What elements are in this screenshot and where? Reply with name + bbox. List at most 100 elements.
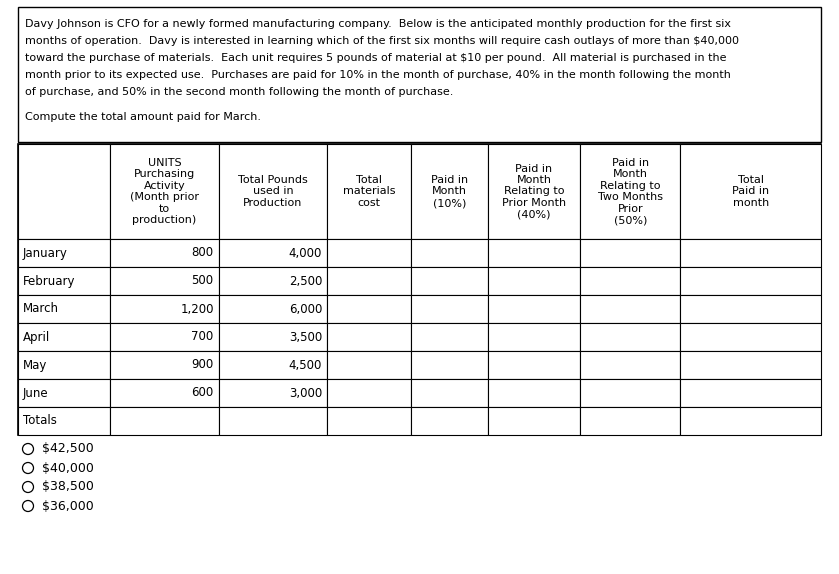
Text: Month: Month xyxy=(517,175,551,185)
Bar xyxy=(18,379,111,407)
Bar xyxy=(327,407,411,435)
Text: cost: cost xyxy=(357,198,381,208)
Text: production): production) xyxy=(133,215,196,225)
Bar xyxy=(487,144,580,239)
Text: (10%): (10%) xyxy=(433,198,466,208)
Circle shape xyxy=(23,444,34,455)
Bar xyxy=(111,295,219,323)
Bar xyxy=(580,239,680,267)
Text: 3,000: 3,000 xyxy=(289,386,322,400)
Bar xyxy=(411,323,487,351)
Bar xyxy=(680,267,821,295)
Text: to: to xyxy=(159,204,170,214)
Bar xyxy=(18,7,821,142)
Bar xyxy=(487,407,580,435)
Text: toward the purchase of materials.  Each unit requires 5 pounds of material at $1: toward the purchase of materials. Each u… xyxy=(25,53,727,63)
Bar xyxy=(487,379,580,407)
Text: materials: materials xyxy=(343,187,395,196)
Bar xyxy=(487,295,580,323)
Bar xyxy=(327,144,411,239)
Bar xyxy=(411,351,487,379)
Bar xyxy=(580,379,680,407)
Text: Totals: Totals xyxy=(23,414,57,428)
Text: of purchase, and 50% in the second month following the month of purchase.: of purchase, and 50% in the second month… xyxy=(25,87,453,97)
Text: Purchasing: Purchasing xyxy=(134,169,195,179)
Text: Relating to: Relating to xyxy=(600,181,660,191)
Bar xyxy=(411,144,487,239)
Bar xyxy=(580,323,680,351)
Bar xyxy=(580,407,680,435)
Text: 1,200: 1,200 xyxy=(180,302,214,316)
Bar xyxy=(411,267,487,295)
Bar xyxy=(18,144,111,239)
Text: $38,500: $38,500 xyxy=(42,480,94,494)
Bar xyxy=(327,239,411,267)
Text: 4,500: 4,500 xyxy=(289,359,322,371)
Text: Davy Johnson is CFO for a newly formed manufacturing company.  Below is the anti: Davy Johnson is CFO for a newly formed m… xyxy=(25,19,731,29)
Bar xyxy=(680,144,821,239)
Bar xyxy=(219,407,327,435)
Text: 900: 900 xyxy=(191,359,214,371)
Text: UNITS: UNITS xyxy=(148,158,181,168)
Bar xyxy=(111,239,219,267)
Bar xyxy=(680,323,821,351)
Text: 700: 700 xyxy=(191,331,214,343)
Bar xyxy=(18,351,111,379)
Bar xyxy=(219,144,327,239)
Text: used in: used in xyxy=(253,187,294,196)
Text: Paid in: Paid in xyxy=(515,164,553,173)
Bar xyxy=(219,379,327,407)
Text: $36,000: $36,000 xyxy=(42,499,94,513)
Bar xyxy=(580,295,680,323)
Text: Total: Total xyxy=(357,175,383,185)
Bar xyxy=(680,351,821,379)
Text: Month: Month xyxy=(432,187,467,196)
Bar xyxy=(219,239,327,267)
Bar xyxy=(680,379,821,407)
Bar xyxy=(219,267,327,295)
Bar xyxy=(487,323,580,351)
Bar xyxy=(18,144,821,435)
Bar xyxy=(487,239,580,267)
Text: month: month xyxy=(732,198,769,208)
Text: Two Months: Two Months xyxy=(597,192,663,202)
Text: January: January xyxy=(23,246,68,259)
Text: 500: 500 xyxy=(191,274,214,288)
Bar xyxy=(111,379,219,407)
Circle shape xyxy=(23,463,34,474)
Bar xyxy=(18,267,111,295)
Bar xyxy=(219,351,327,379)
Bar xyxy=(111,323,219,351)
Text: June: June xyxy=(23,386,49,400)
Text: March: March xyxy=(23,302,59,316)
Text: $42,500: $42,500 xyxy=(42,443,94,456)
Text: May: May xyxy=(23,359,47,371)
Bar xyxy=(680,407,821,435)
Text: Total: Total xyxy=(737,175,763,185)
Text: Compute the total amount paid for March.: Compute the total amount paid for March. xyxy=(25,112,261,122)
Circle shape xyxy=(23,501,34,511)
Text: 2,500: 2,500 xyxy=(289,274,322,288)
Text: April: April xyxy=(23,331,50,343)
Text: February: February xyxy=(23,274,76,288)
Text: month prior to its expected use.  Purchases are paid for 10% in the month of pur: month prior to its expected use. Purchas… xyxy=(25,70,731,80)
Bar xyxy=(327,351,411,379)
Text: Prior: Prior xyxy=(618,204,644,214)
Text: $40,000: $40,000 xyxy=(42,461,94,475)
Bar xyxy=(411,407,487,435)
Bar xyxy=(580,144,680,239)
Bar xyxy=(18,239,111,267)
Text: (40%): (40%) xyxy=(517,210,550,219)
Text: Paid in: Paid in xyxy=(431,175,468,185)
Text: Month: Month xyxy=(612,169,648,179)
Text: months of operation.  Davy is interested in learning which of the first six mont: months of operation. Davy is interested … xyxy=(25,36,739,46)
Bar xyxy=(111,407,219,435)
Text: 6,000: 6,000 xyxy=(289,302,322,316)
Bar xyxy=(487,351,580,379)
Bar xyxy=(487,267,580,295)
Text: Paid in: Paid in xyxy=(612,158,649,168)
Bar xyxy=(219,295,327,323)
Bar xyxy=(18,323,111,351)
Circle shape xyxy=(23,482,34,492)
Bar xyxy=(219,323,327,351)
